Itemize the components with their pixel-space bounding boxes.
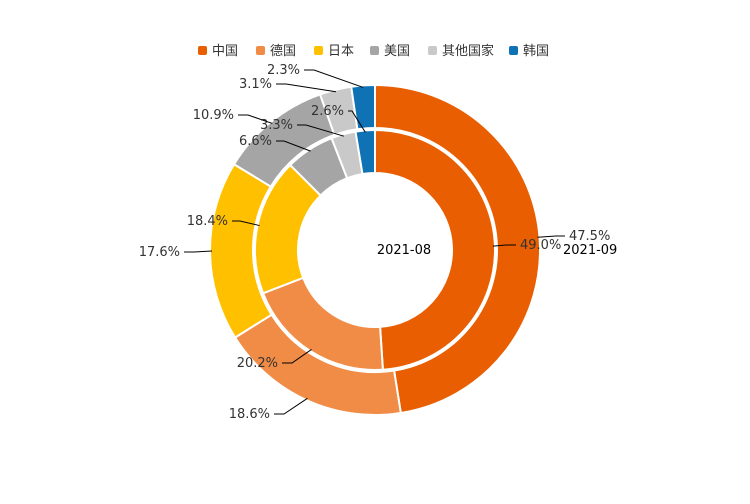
outer-leader-line-2 — [184, 250, 213, 253]
legend-item-cat-5[interactable]: 韩国 — [509, 44, 549, 59]
legend-swatch — [428, 46, 437, 55]
legend: 中国 德国 日本 美国 其他国家 韩国 — [198, 43, 549, 59]
legend-label: 日本 — [328, 44, 354, 59]
outer-leader-line-3 — [238, 114, 273, 124]
rings — [209, 83, 541, 416]
inner-leader-line-0 — [492, 244, 516, 247]
outer-slice-cat-0[interactable] — [374, 83, 541, 415]
legend-item-cat-2[interactable]: 日本 — [314, 44, 354, 59]
outer-data-label-5: 2.3% — [267, 63, 300, 78]
outer-data-label-4: 3.1% — [239, 77, 272, 92]
legend-label: 美国 — [384, 44, 410, 59]
outer-leader-line-4 — [276, 83, 337, 93]
inner-slice-cat-5[interactable] — [354, 128, 376, 176]
inner-slice-cat-0[interactable] — [374, 128, 496, 371]
inner-leader-line-2 — [232, 220, 260, 227]
legend-label: 韩国 — [523, 44, 549, 59]
inner-leader-line-5 — [348, 110, 366, 133]
outer-data-label-1: 18.6% — [229, 407, 270, 422]
outer-leader-line-1 — [274, 397, 308, 415]
legend-label: 其他国家 — [442, 43, 494, 59]
legend-item-cat-0[interactable]: 中国 — [198, 44, 238, 59]
legend-item-cat-3[interactable]: 美国 — [370, 44, 410, 59]
inner-leader-line-1 — [282, 349, 312, 364]
outer-data-label-3: 10.9% — [193, 108, 234, 123]
inner-leader-line-4 — [297, 124, 345, 137]
inner-leader-line-3 — [276, 140, 311, 152]
inner-data-label-4: 3.3% — [260, 118, 293, 133]
inner-data-label-3: 6.6% — [239, 134, 272, 149]
outer-leader-line-5 — [304, 69, 364, 88]
data-labels: 49.0% 20.2% 18.4% 6.6%3.3% 2.6% 47.5% 18.6% 17.… — [139, 63, 611, 422]
legend-label: 中国 — [212, 44, 238, 59]
legend-swatch — [370, 46, 379, 55]
inner-series-label: 2021-08 — [377, 243, 431, 258]
outer-leader-line-0 — [537, 235, 565, 238]
outer-data-label-0: 47.5% — [569, 229, 610, 244]
outer-data-label-2: 17.6% — [139, 245, 180, 260]
legend-swatch — [509, 46, 518, 55]
inner-data-label-2: 18.4% — [187, 214, 228, 229]
legend-swatch — [198, 46, 207, 55]
outer-series-label: 2021-09 — [563, 243, 617, 258]
inner-data-label-0: 49.0% — [520, 238, 561, 253]
legend-swatch — [314, 46, 323, 55]
inner-data-label-1: 20.2% — [237, 356, 278, 371]
legend-label: 德国 — [270, 44, 296, 59]
legend-item-cat-1[interactable]: 德国 — [256, 44, 296, 59]
legend-item-cat-4[interactable]: 其他国家 — [428, 43, 494, 59]
inner-data-label-5: 2.6% — [311, 104, 344, 119]
legend-swatch — [256, 46, 265, 55]
